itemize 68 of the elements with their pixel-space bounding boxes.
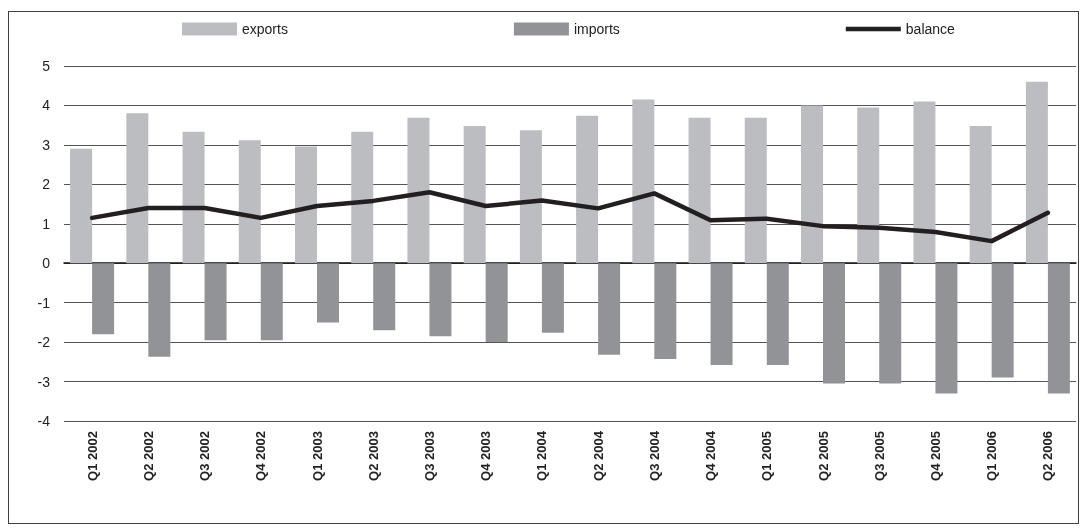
bar bbox=[126, 113, 149, 264]
bar bbox=[317, 263, 339, 323]
bar bbox=[823, 263, 845, 384]
y-tick-label: -1 bbox=[37, 294, 51, 311]
bar bbox=[688, 117, 711, 264]
bar bbox=[632, 99, 655, 264]
bar bbox=[373, 263, 396, 331]
bar bbox=[429, 263, 452, 337]
x-tick-label: Q2 2003 bbox=[365, 431, 381, 481]
x-tick-label: Q2 2002 bbox=[140, 431, 156, 481]
bar bbox=[463, 125, 486, 264]
bar bbox=[485, 263, 508, 343]
line-series bbox=[89, 189, 1051, 244]
bar bbox=[407, 117, 430, 264]
bar bbox=[766, 263, 789, 365]
x-tick-label: Q1 2002 bbox=[84, 431, 100, 481]
bar bbox=[70, 148, 93, 264]
y-tick-label: -3 bbox=[37, 373, 51, 390]
y-tick-label: 4 bbox=[42, 97, 51, 114]
bar bbox=[148, 263, 171, 357]
x-tick-label: Q2 2005 bbox=[815, 431, 831, 481]
bar bbox=[969, 125, 992, 264]
x-tick-label: Q4 2003 bbox=[478, 431, 494, 481]
legend-label: imports bbox=[573, 21, 620, 37]
x-tick-label: Q1 2004 bbox=[534, 430, 550, 481]
y-tick-label: 2 bbox=[42, 176, 51, 193]
bar bbox=[260, 263, 283, 341]
y-tick-label: -2 bbox=[37, 334, 51, 351]
bar bbox=[92, 263, 115, 335]
x-tick-label: Q2 2004 bbox=[590, 430, 606, 481]
bar bbox=[857, 107, 880, 264]
bar bbox=[238, 140, 261, 264]
bar bbox=[1047, 263, 1070, 394]
x-tick-label: Q1 2003 bbox=[309, 431, 325, 481]
x-tick-label: Q1 2005 bbox=[759, 431, 775, 481]
x-tick-label: Q3 2005 bbox=[871, 431, 887, 481]
y-tick-label: 3 bbox=[42, 136, 51, 153]
bar bbox=[576, 115, 599, 264]
bar bbox=[1025, 81, 1048, 264]
x-tick-label: Q2 2006 bbox=[1040, 431, 1056, 481]
bar bbox=[879, 263, 902, 384]
bar bbox=[351, 131, 374, 264]
bar bbox=[519, 130, 542, 264]
bar bbox=[744, 117, 767, 264]
bar bbox=[654, 263, 677, 360]
x-tick-label: Q4 2004 bbox=[703, 430, 719, 481]
x-tick-label: Q4 2002 bbox=[253, 431, 269, 481]
x-tick-label: Q3 2004 bbox=[646, 430, 662, 481]
legend-label: balance bbox=[905, 21, 956, 37]
x-tick-label: Q3 2002 bbox=[197, 431, 213, 481]
y-tick-label: -4 bbox=[37, 413, 51, 429]
bar bbox=[913, 101, 936, 264]
legend-label: exports bbox=[242, 21, 288, 37]
bar bbox=[991, 263, 1014, 378]
x-tick-label: Q1 2006 bbox=[984, 431, 1000, 481]
bar bbox=[935, 263, 958, 394]
bar bbox=[541, 263, 564, 333]
y-tick-label: 0 bbox=[42, 255, 51, 272]
x-tick-label: Q4 2005 bbox=[927, 431, 943, 481]
bar bbox=[598, 263, 621, 355]
y-tick-label: 1 bbox=[42, 215, 51, 232]
bar bbox=[801, 105, 823, 264]
bar bbox=[710, 263, 733, 365]
bar bbox=[182, 131, 205, 264]
x-tick-label: Q3 2003 bbox=[421, 431, 437, 481]
bar bbox=[204, 263, 227, 341]
y-tick-label: 5 bbox=[42, 58, 51, 74]
bar bbox=[295, 146, 317, 264]
